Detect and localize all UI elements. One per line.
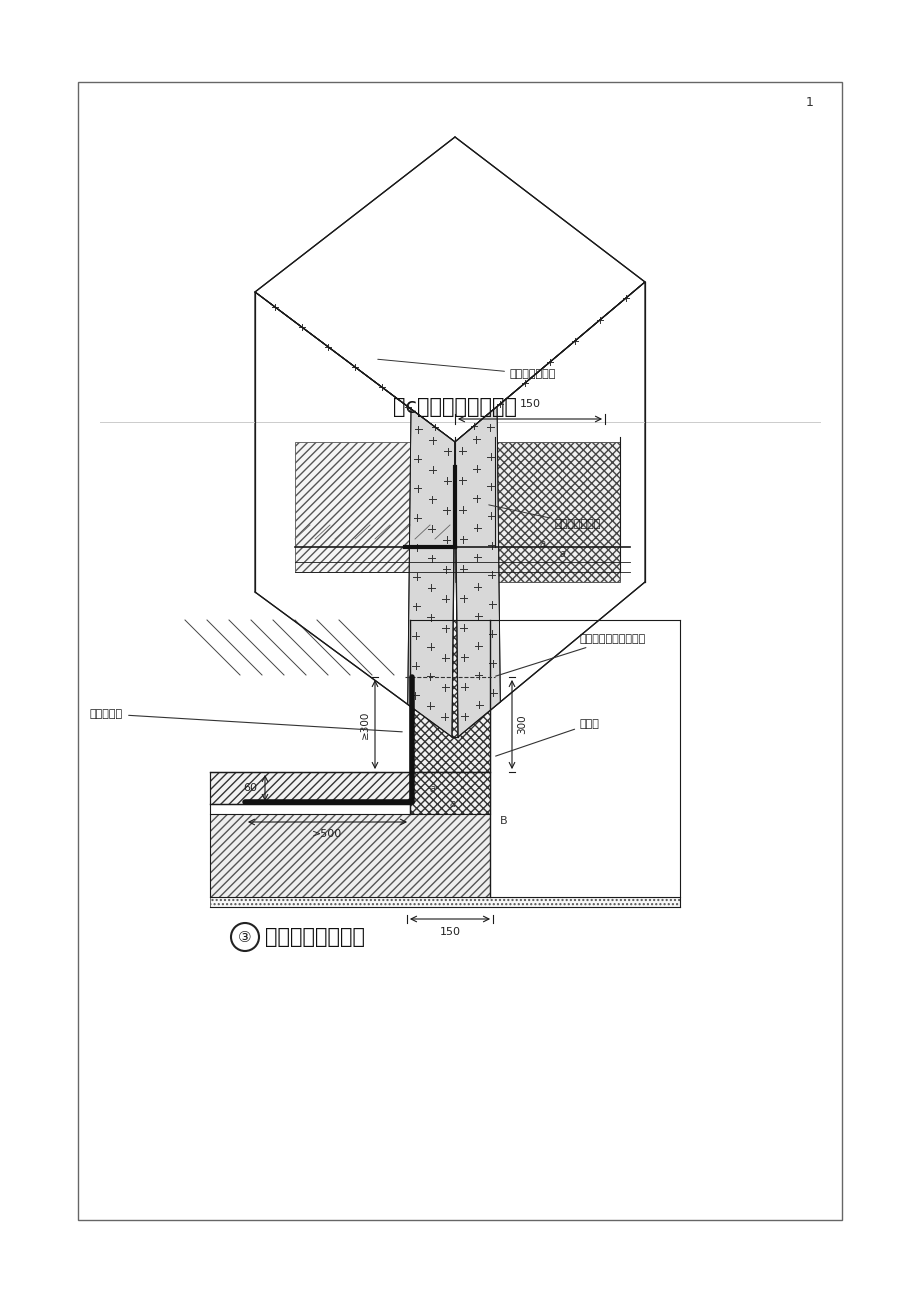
Polygon shape — [255, 137, 644, 441]
Text: 150: 150 — [439, 927, 460, 937]
Text: 300: 300 — [516, 715, 527, 734]
Polygon shape — [410, 620, 490, 772]
Text: 150: 150 — [519, 398, 540, 409]
Text: ≥300: ≥300 — [359, 711, 369, 738]
Text: >500: >500 — [312, 829, 342, 838]
Text: 止水带（按工程设计）: 止水带（按工程设计） — [495, 634, 645, 676]
Text: 外墙阳角附加层: 外墙阳角附加层 — [488, 505, 601, 529]
Polygon shape — [255, 292, 455, 737]
Polygon shape — [210, 772, 410, 805]
Polygon shape — [455, 283, 644, 737]
Text: a: a — [449, 799, 456, 809]
Text: 防水附加层: 防水附加层 — [90, 710, 402, 732]
Polygon shape — [210, 897, 679, 907]
Polygon shape — [255, 292, 455, 441]
Text: 60: 60 — [243, 783, 256, 793]
Polygon shape — [455, 283, 644, 441]
Polygon shape — [210, 814, 490, 897]
Text: 1: 1 — [805, 95, 813, 108]
Text: 外墙顶部附加层: 外墙顶部附加层 — [378, 359, 556, 379]
Polygon shape — [455, 441, 494, 582]
Text: 施工缝: 施工缝 — [495, 719, 599, 756]
Circle shape — [231, 923, 259, 950]
Text: a: a — [429, 784, 436, 794]
Text: 底板与外墙交接处: 底板与外墙交接处 — [265, 927, 365, 947]
Polygon shape — [494, 441, 619, 582]
Polygon shape — [295, 441, 439, 572]
Polygon shape — [410, 772, 490, 814]
Text: ③: ③ — [238, 930, 252, 944]
Polygon shape — [455, 406, 500, 737]
Polygon shape — [407, 409, 455, 737]
Text: （c）阳角附加层做法: （c）阳角附加层做法 — [392, 397, 516, 417]
Text: B: B — [499, 816, 507, 825]
Text: a: a — [539, 539, 545, 549]
Bar — [78, 82, 841, 1220]
Text: a: a — [560, 549, 565, 559]
